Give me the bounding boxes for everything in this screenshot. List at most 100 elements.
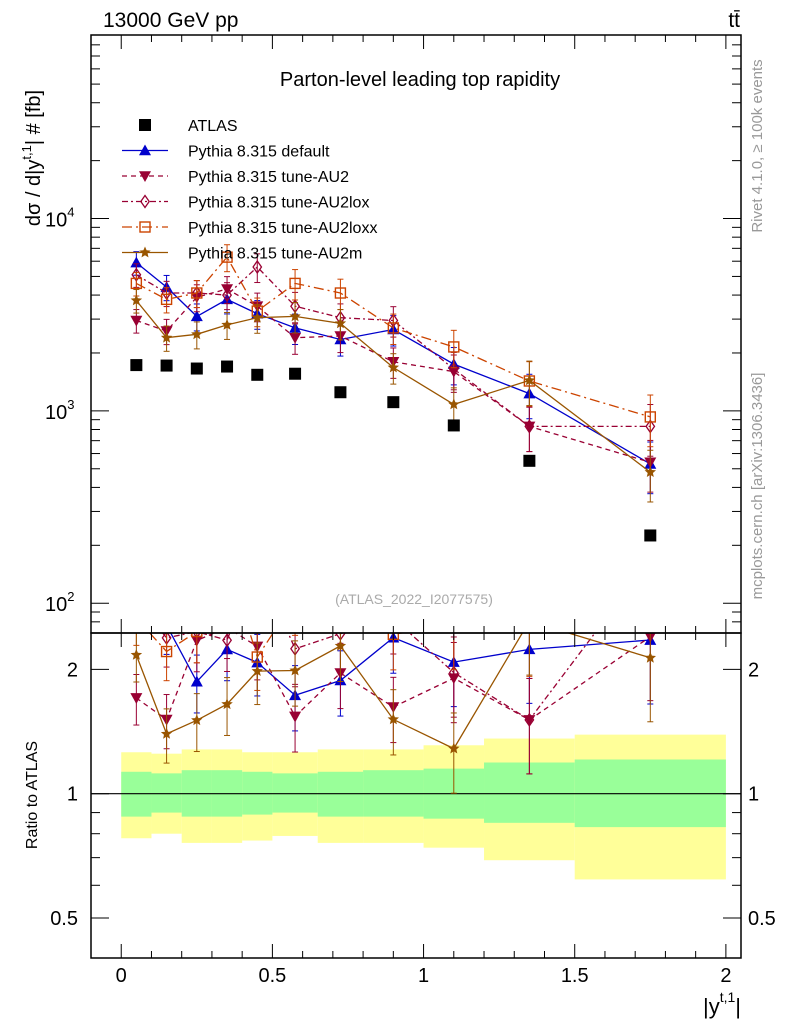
star-marker xyxy=(448,398,460,410)
open-square-marker xyxy=(222,554,232,564)
open-square-marker xyxy=(644,411,657,423)
atlas-data-marker xyxy=(190,362,203,375)
y-tick-label-exponent: 3 xyxy=(67,397,74,412)
diamond-marker xyxy=(389,612,397,624)
atlas-data-marker xyxy=(387,396,400,409)
star-marker xyxy=(387,713,399,725)
star-marker xyxy=(251,665,263,676)
rivet-version-label: Rivet 4.1.0, ≥ 100k events xyxy=(749,59,766,232)
star-marker xyxy=(191,328,203,340)
star-marker xyxy=(130,649,143,660)
legend: ATLAS Pythia 8.315 default Pythia 8.315 tu… xyxy=(122,118,377,263)
x-axis-label-tail: | xyxy=(735,994,741,1019)
source-label: mcplots.cern.ch [arXiv:1306.3436] xyxy=(749,373,766,600)
open-square-marker xyxy=(524,617,534,627)
star-marker xyxy=(644,651,656,663)
ratio-tick-label-left: 0.5 xyxy=(50,908,78,930)
green-band-bin xyxy=(272,773,318,813)
triangle-down-marker xyxy=(130,693,143,704)
green-band-bin xyxy=(151,773,182,813)
open-square-marker xyxy=(160,293,173,306)
diamond-marker xyxy=(524,419,535,434)
open-square-marker xyxy=(130,277,143,290)
triangle-down-marker xyxy=(289,711,302,723)
diamond-marker xyxy=(222,633,233,648)
atlas-data-marker xyxy=(447,419,460,432)
triangle-up-marker xyxy=(161,619,173,630)
triangle-down-marker xyxy=(130,315,143,327)
open-square-marker xyxy=(160,645,173,658)
y-tick-label-exponent: 4 xyxy=(67,205,74,220)
triangle-down-marker xyxy=(289,332,302,344)
triangle-up-marker xyxy=(190,675,203,687)
star-marker xyxy=(448,742,460,754)
energy-label: 13000 GeV pp xyxy=(103,9,238,32)
star-marker xyxy=(387,361,399,373)
diamond-marker xyxy=(132,594,140,606)
open-square-marker xyxy=(289,277,301,290)
legend-label-3: Pythia 8.315 tune-AU2lox xyxy=(188,195,369,212)
legend-label-2: Pythia 8.315 tune-AU2 xyxy=(188,169,349,186)
x-tick-label: 2 xyxy=(720,965,731,987)
x-axis-label-sup: t,1 xyxy=(720,989,736,1005)
plot-frames xyxy=(90,34,742,959)
star-marker xyxy=(334,639,347,651)
star-marker xyxy=(191,714,203,726)
ratio-line-4 xyxy=(148,633,407,659)
triangle-down-marker xyxy=(226,633,228,634)
triangle-up-marker xyxy=(139,144,151,156)
diamond-marker xyxy=(448,361,459,377)
diamond-marker xyxy=(252,259,263,275)
triangle-up-marker xyxy=(130,256,143,268)
atlas-data-marker xyxy=(251,368,264,381)
star-marker xyxy=(139,246,151,258)
ratio-plot-series xyxy=(130,554,657,794)
legend-label-4: Pythia 8.315 tune-AU2loxx xyxy=(188,220,377,237)
main-plot-series xyxy=(130,244,657,542)
legend-label-1: Pythia 8.315 default xyxy=(188,144,330,161)
uncertainty-bands xyxy=(121,734,726,880)
star-marker xyxy=(524,615,535,626)
y-tick-label-base: 10 xyxy=(45,402,67,424)
triangle-up-marker xyxy=(130,568,142,579)
diamond-marker xyxy=(253,556,261,568)
open-square-marker xyxy=(139,221,151,233)
ratio-tick-label-right: 1 xyxy=(748,784,759,806)
y-tick-label: 103 xyxy=(45,397,74,424)
y-axis-label-sup: t,1 xyxy=(19,145,34,159)
y-tick-label-base: 10 xyxy=(45,594,67,616)
atlas-data-marker xyxy=(523,454,536,467)
ratio-plot-frame xyxy=(90,632,742,959)
star-marker xyxy=(221,318,233,330)
y-axis-label-main: dσ / d|y xyxy=(23,160,45,226)
atlas-data-marker xyxy=(139,119,151,131)
diamond-marker xyxy=(524,712,535,728)
open-square-marker xyxy=(335,576,345,586)
open-square-marker xyxy=(191,287,203,299)
x-tick-label: 1 xyxy=(418,965,429,987)
star-marker xyxy=(289,664,301,676)
process-label: tt̄ xyxy=(728,9,740,32)
diamond-marker xyxy=(140,194,150,209)
legend-label-0: ATLAS xyxy=(188,118,238,135)
star-marker xyxy=(221,698,233,710)
star-marker xyxy=(251,311,263,323)
triangle-up-marker xyxy=(190,310,203,322)
star-marker xyxy=(644,466,656,477)
atlas-data-marker xyxy=(130,359,143,372)
open-square-marker xyxy=(334,287,347,299)
ratio-tick-label-left: 1 xyxy=(67,784,78,806)
atlas-data-marker xyxy=(221,360,234,373)
open-square-marker xyxy=(387,322,400,334)
axis-ticks xyxy=(91,34,741,959)
x-axis-label: |yt,1| xyxy=(703,989,741,1019)
star-marker xyxy=(334,317,347,329)
open-square-marker xyxy=(290,595,300,605)
open-square-marker xyxy=(131,613,141,623)
analysis-label: (ATLAS_2022_I2077575) xyxy=(335,591,493,607)
open-square-marker xyxy=(221,251,233,263)
x-tick-label: 0.5 xyxy=(258,965,286,987)
y-axis-label-tail: | # [fb] xyxy=(23,90,45,145)
